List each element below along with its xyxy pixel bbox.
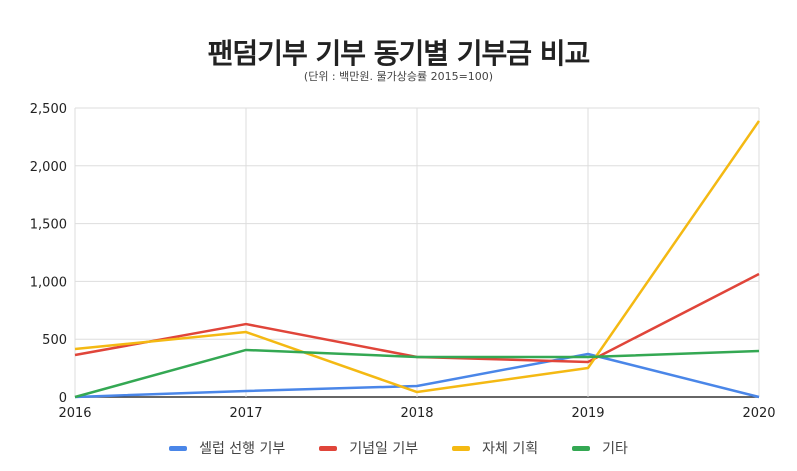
legend-item: 셀럽 선행 기부 xyxy=(169,438,285,458)
y-tick-label: 1,500 xyxy=(30,218,67,233)
y-tick-label: 2,000 xyxy=(30,160,67,175)
legend-swatch xyxy=(452,445,471,451)
x-tick-label: 2016 xyxy=(58,406,91,421)
legend-item: 기타 xyxy=(572,438,628,458)
legend-label: 기념일 기부 xyxy=(349,441,419,457)
legend-item: 자체 기획 xyxy=(452,438,538,458)
legend: 셀럽 선행 기부 기념일 기부 자체 기획 기타 xyxy=(0,438,797,458)
legend-label: 기타 xyxy=(602,441,628,457)
y-tick-label: 2,500 xyxy=(30,102,67,117)
legend-swatch xyxy=(319,445,338,451)
y-tick-label: 500 xyxy=(42,333,67,348)
x-tick-label: 2017 xyxy=(229,406,262,421)
legend-swatch xyxy=(572,445,591,451)
y-tick-label: 0 xyxy=(59,391,67,406)
legend-label: 셀럽 선행 기부 xyxy=(199,441,286,457)
x-tick-label: 2018 xyxy=(400,406,433,421)
x-tick-label: 2019 xyxy=(571,406,604,421)
x-tick-label: 2020 xyxy=(742,406,775,421)
chart-title: 팬덤기부 기부 동기별 기부금 비교 xyxy=(207,37,591,70)
y-tick-label: 1,000 xyxy=(30,275,67,290)
chart-subtitle: (단위 : 백만원. 물가상승률 2015=100) xyxy=(303,70,494,83)
legend-item: 기념일 기부 xyxy=(319,438,418,458)
legend-swatch xyxy=(169,445,188,451)
legend-label: 자체 기획 xyxy=(482,441,539,457)
